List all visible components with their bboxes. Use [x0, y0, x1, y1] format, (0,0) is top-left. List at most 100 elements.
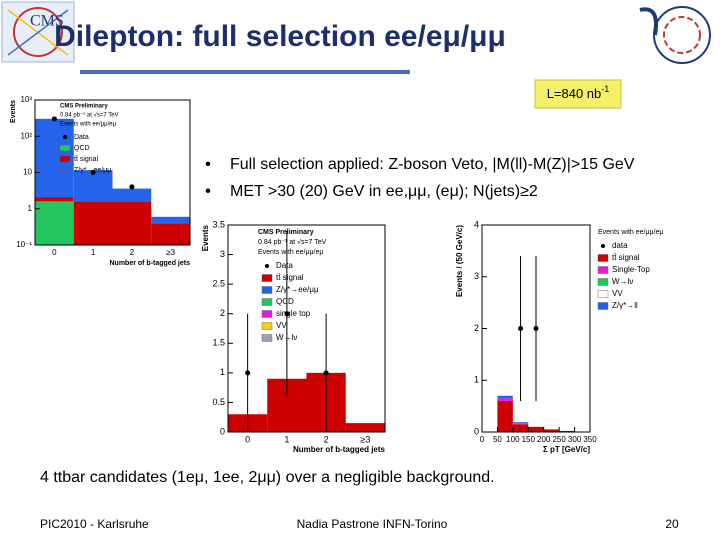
- bullet: Full selection applied: Z-boson Veto, |M…: [230, 156, 635, 173]
- legend-label: data: [612, 241, 628, 250]
- y-axis-label: Events: [10, 100, 17, 123]
- x-tick-label: 0: [52, 248, 57, 257]
- y-tick-label: 0: [474, 426, 479, 436]
- legend-label: Z/γ*→ee/μμ: [276, 285, 319, 294]
- legend-swatch: [59, 155, 71, 163]
- x-tick-label: 0: [480, 435, 485, 444]
- y-tick-label: 1: [28, 204, 33, 213]
- bar: [73, 201, 113, 245]
- slide-title: Dilepton: full selection ee/eμ/μμ: [54, 20, 506, 53]
- chart: 0 0.5 1 1.5 2 2.5 3 3.5 0 1 2 ≥3 CMS Preliminary 0.84…: [200, 215, 462, 454]
- histogram-bar: [497, 400, 513, 432]
- data-point: [129, 184, 135, 190]
- x-tick-label: 1: [91, 248, 96, 257]
- legend-label: Data: [74, 134, 89, 141]
- luminosity-box: [534, 79, 622, 109]
- x-tick-label: 100: [506, 435, 520, 444]
- legend-label: Single-Top: [612, 265, 650, 274]
- luminosity-sup: -1: [601, 84, 609, 94]
- histogram-bar: [543, 429, 560, 432]
- x-tick-label: 50: [493, 435, 502, 444]
- y-tick-label: 3: [474, 271, 479, 281]
- x-tick-label: ≥3: [166, 248, 175, 257]
- cms-logo: CMS: [1, 1, 75, 63]
- legend-swatch: [261, 322, 273, 330]
- title-underline: [80, 70, 410, 74]
- bar: [112, 188, 152, 202]
- legend-label: QCD: [74, 145, 90, 152]
- bar: [345, 423, 385, 432]
- x-tick-label: 300: [568, 435, 582, 444]
- plot-frame: [227, 224, 386, 433]
- x-tick-label: ≥3: [360, 434, 370, 444]
- x-tick-label: 2: [130, 248, 135, 257]
- legend-swatch: [59, 144, 71, 152]
- legend-label: Z/γ*→ll: [612, 301, 638, 310]
- conclusion: 4 ttbar candidates (1eμ, 1ee, 2μμ) over …: [40, 469, 495, 486]
- luminosity: L=840 nb-1: [547, 84, 610, 101]
- chart-title: CMS Preliminary: [60, 104, 108, 110]
- histogram-bar: [512, 424, 529, 432]
- legend-swatch: [261, 334, 273, 342]
- legend-label: VV: [276, 321, 287, 330]
- legend-swatch: [261, 298, 273, 306]
- data-point: [284, 311, 290, 317]
- y-tick-label: 0.5: [212, 397, 225, 407]
- x-tick-label: 1: [284, 434, 289, 444]
- legend-swatch: [261, 286, 273, 294]
- legend-swatch: [59, 166, 71, 174]
- y-tick-label: 10²: [20, 131, 32, 140]
- legend-label: Z/γ*→ee/μμ: [74, 167, 111, 174]
- data-point: [90, 170, 96, 175]
- chart-subtitle: 0.84 pb⁻¹ at √s=7 TeV: [60, 112, 119, 119]
- bullet-marker: •: [205, 181, 211, 200]
- data-point: [51, 116, 57, 122]
- legend-swatch: [597, 278, 609, 286]
- bullet-marker: •: [205, 154, 211, 173]
- footer-center: Nadia Pastrone INFN-Torino: [297, 517, 448, 531]
- y-tick-label: 1: [474, 375, 479, 385]
- legend-marker: [601, 244, 605, 248]
- bar: [151, 223, 190, 245]
- legend-swatch: [597, 266, 609, 274]
- bar: [73, 170, 113, 202]
- y-axis-label: Events: [201, 224, 210, 251]
- legend-label: Data: [276, 261, 293, 270]
- data-point: [245, 370, 251, 376]
- y-tick-label: 10⁻¹: [16, 240, 32, 249]
- chart-subtitle: 0.84 pb⁻¹ at √s=7 TeV: [258, 238, 327, 246]
- x-axis-label: Number of b-tagged jets: [293, 445, 386, 454]
- y-tick-label: 2.5: [212, 279, 225, 289]
- legend-swatch: [597, 254, 609, 262]
- x-axis-label: Number of b-tagged jets: [109, 260, 190, 267]
- legend-swatch: [597, 302, 609, 310]
- svg-text:CMS: CMS: [30, 13, 64, 30]
- bar: [151, 216, 190, 224]
- legend-marker: [63, 135, 67, 139]
- legend-label: QCD: [276, 297, 294, 306]
- histogram-bar: [512, 423, 529, 425]
- page-number: 20: [665, 517, 679, 531]
- chart: 0 1 2 3 4 0 50 100 150 200 250 300 350 Events with ee…: [455, 215, 718, 454]
- legend-label: tt̄ signal: [612, 253, 640, 262]
- legend-marker: [265, 264, 269, 268]
- y-tick-label: 1.5: [212, 338, 225, 348]
- histogram-bar: [528, 426, 544, 432]
- chart-title: CMS Preliminary: [258, 229, 314, 236]
- legend-label: W→lν: [612, 277, 633, 286]
- luminosity-text: L=840 nb: [547, 86, 602, 101]
- legend-label: tt̄ signal: [276, 273, 304, 282]
- legend-swatch: [597, 290, 609, 298]
- bullet: MET >30 (20) GeV in ee,μμ, (eμ); N(jets)…: [230, 183, 538, 200]
- data-point: [323, 370, 329, 376]
- legend-label: single top: [276, 309, 311, 318]
- x-tick-label: 200: [537, 435, 551, 444]
- legend-label: VV: [612, 289, 623, 298]
- footer-left: PIC2010 - Karlsruhe: [40, 517, 149, 531]
- y-tick-label: 4: [474, 219, 479, 229]
- bar: [35, 201, 74, 245]
- y-axis-label: Events / (50 GeV/c): [455, 225, 464, 297]
- histogram-bar: [497, 395, 513, 399]
- x-tick-label: 150: [522, 435, 536, 444]
